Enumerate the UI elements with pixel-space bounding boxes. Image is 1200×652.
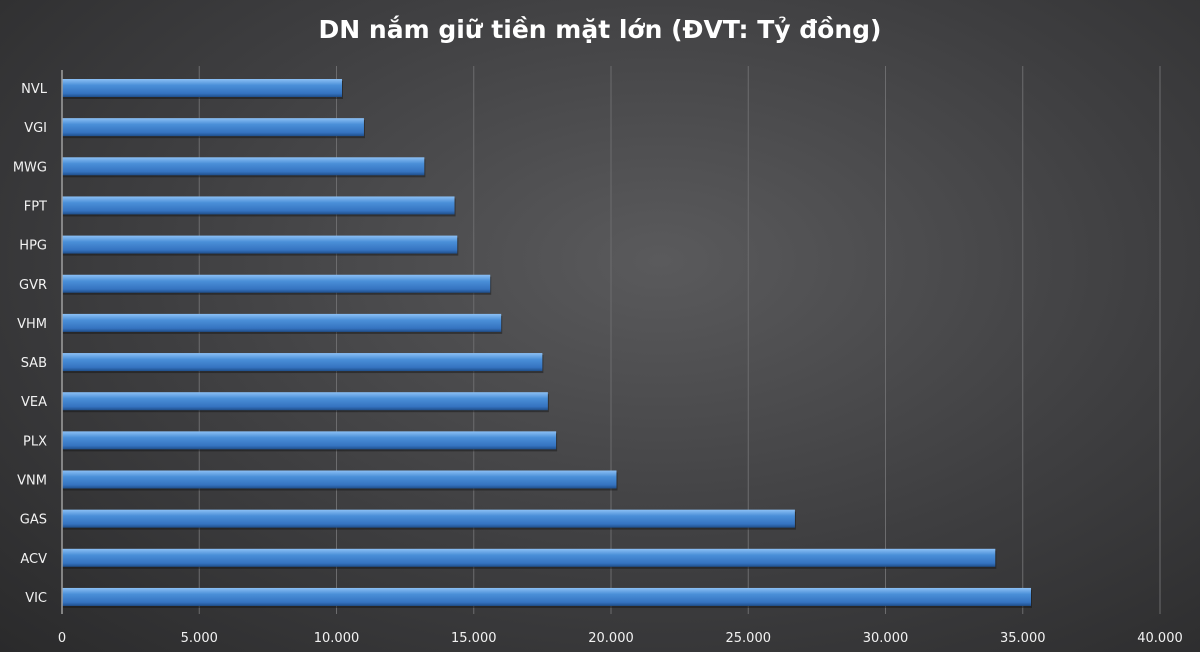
y-category-label: VNM [17, 474, 47, 489]
bar-vea [62, 392, 548, 411]
y-category-label: MWG [13, 160, 47, 175]
y-category-label: SAB [21, 356, 47, 371]
x-tick-label: 20.000 [588, 631, 634, 646]
chart-title: DN nắm giữ tiền mặt lớn (ĐVT: Tỷ đồng) [319, 15, 882, 44]
x-tick-label: 15.000 [451, 631, 497, 646]
y-category-label: VIC [25, 591, 47, 606]
x-tick-label: 0 [58, 631, 66, 646]
bar-vgi [62, 118, 364, 137]
y-category-label: HPG [19, 239, 47, 254]
bar-fpt [62, 196, 455, 215]
bar-sab [62, 353, 543, 372]
bar-vnm [62, 470, 617, 489]
x-tick-label: 25.000 [726, 631, 772, 646]
x-tick-label: 35.000 [1000, 631, 1046, 646]
bar-hpg [62, 235, 458, 254]
y-category-label: GVR [19, 278, 47, 293]
x-tick-label: 5.000 [181, 631, 218, 646]
y-category-label: VHM [17, 317, 47, 332]
bar-plx [62, 431, 557, 450]
y-category-label: NVL [21, 82, 48, 97]
y-category-label: ACV [20, 552, 47, 567]
x-tick-label: 40.000 [1137, 631, 1183, 646]
x-tick-label: 30.000 [863, 631, 909, 646]
y-category-label: FPT [24, 199, 47, 214]
bar-gas [62, 509, 795, 528]
bar-gvr [62, 274, 491, 293]
y-category-label: VGI [24, 121, 47, 136]
bar-acv [62, 548, 996, 567]
bar-mwg [62, 157, 425, 176]
y-category-label: GAS [20, 513, 47, 528]
x-tick-label: 10.000 [314, 631, 360, 646]
bar-nvl [62, 79, 342, 97]
y-category-label: VEA [21, 395, 47, 410]
bar-vhm [62, 313, 502, 332]
bar-vic [62, 587, 1031, 606]
y-category-label: PLX [23, 434, 47, 449]
